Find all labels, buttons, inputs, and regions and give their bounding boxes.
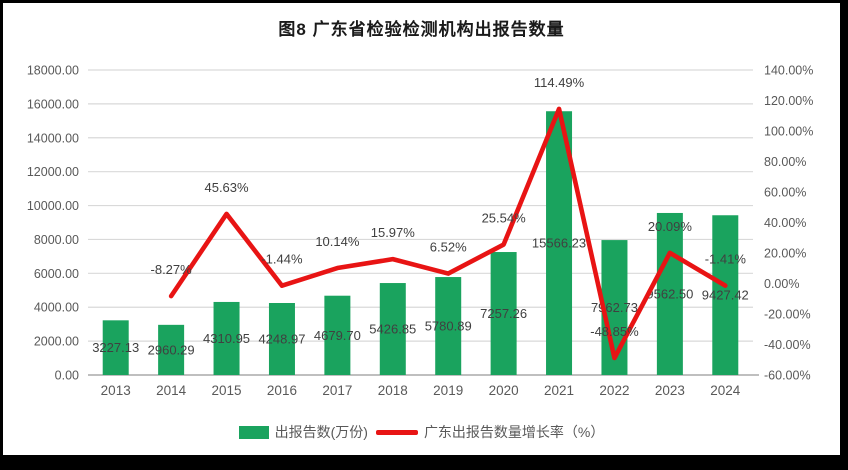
bar-value-label: 15566.23 <box>532 236 586 251</box>
bar-2024 <box>712 215 739 375</box>
bar-value-label: 9562.50 <box>646 286 693 301</box>
x-axis-year-label: 2024 <box>710 383 741 398</box>
x-axis-year-label: 2021 <box>544 383 574 398</box>
growth-rate-label: 114.49% <box>534 75 585 90</box>
x-axis-year-label: 2020 <box>489 383 519 398</box>
x-axis-year-label: 2017 <box>322 383 352 398</box>
growth-rate-label: -48.85% <box>590 324 639 339</box>
bar-2017 <box>324 295 351 375</box>
bar-value-label: 5426.85 <box>369 322 416 337</box>
growth-rate-label: 45.63% <box>204 180 249 195</box>
x-axis-year-label: 2018 <box>378 383 408 398</box>
line-series-swatch-icon <box>375 429 418 435</box>
left-axis-tick-label: 16000.00 <box>27 97 79 111</box>
bar-value-label: 2960.29 <box>148 342 195 357</box>
x-axis-year-label: 2015 <box>212 383 242 398</box>
bar-value-label: 3227.13 <box>92 340 139 355</box>
legend-bar-label: 出报告数(万份) <box>274 424 368 440</box>
bar-value-label: 7962.73 <box>591 300 638 315</box>
x-axis-year-label: 2019 <box>433 383 463 398</box>
right-axis-tick-label: 20.00% <box>764 247 806 261</box>
growth-rate-label: -8.27% <box>151 262 193 277</box>
right-axis-tick-label: 140.00% <box>764 64 813 78</box>
combo-chart: 0.00 2000.00 4000.00 6000.00 8000.00 10000.00… <box>27 64 814 399</box>
left-axis-tick-label: 0.00 <box>55 369 79 383</box>
bar-2015 <box>213 301 240 375</box>
right-axis-tick-label: -20.00% <box>764 308 811 322</box>
legend-item-bars: 出报告数(万份) <box>238 422 368 442</box>
bar-value-label: 4248.97 <box>258 332 305 347</box>
right-axis-tick-label: 80.00% <box>764 155 806 169</box>
bar-2023 <box>656 212 683 375</box>
growth-rate-label: -1.41% <box>705 252 747 267</box>
right-axis-tick-label: -60.00% <box>764 369 811 383</box>
right-axis-tick-label: 100.00% <box>764 125 813 139</box>
left-axis-tick-label: 18000.00 <box>27 64 79 78</box>
bar-2019 <box>435 277 462 375</box>
legend-line-label: 广东出报告数量增长率（%） <box>423 424 605 440</box>
bar-2020 <box>490 252 517 375</box>
left-axis-tick-label: 2000.00 <box>34 335 79 349</box>
growth-rate-label: 20.09% <box>648 219 693 234</box>
left-axis-tick-label: 4000.00 <box>34 301 79 315</box>
right-axis-tick-label: 120.00% <box>764 94 813 108</box>
growth-rate-label: -1.44% <box>261 252 303 267</box>
x-axis-year-label: 2023 <box>655 383 685 398</box>
bar-value-label: 4310.95 <box>203 331 250 346</box>
left-axis-tick-label: 12000.00 <box>27 165 79 179</box>
left-axis-tick-label: 8000.00 <box>34 233 79 247</box>
x-axis-year-label: 2016 <box>267 383 297 398</box>
right-axis-tick-label: 60.00% <box>764 186 806 200</box>
growth-rate-label: 10.14% <box>315 234 360 249</box>
growth-rate-line <box>168 106 728 361</box>
chart-title: 图8 广东省检验检测机构出报告数量 <box>278 20 565 39</box>
chart-page: 图8 广东省检验检测机构出报告数量 0.00 2000.00 4000.00 6000… <box>3 3 840 455</box>
growth-rate-label: 15.97% <box>371 225 416 240</box>
legend-item-line: 广东出报告数量增长率（%） <box>375 422 605 442</box>
bar-2018 <box>379 283 406 375</box>
bar-2016 <box>268 303 295 375</box>
growth-rate-label: 6.52% <box>430 240 467 255</box>
left-axis-tick-label: 6000.00 <box>34 267 79 281</box>
x-axis-year-label: 2014 <box>156 383 187 398</box>
right-axis-tick-label: 40.00% <box>764 216 806 230</box>
x-axis-year-label: 2022 <box>599 383 629 398</box>
bar-2014 <box>158 324 185 375</box>
right-axis-tick-label: -40.00% <box>764 338 811 352</box>
bar-value-label: 5780.89 <box>425 319 472 334</box>
bar-value-label: 7257.26 <box>480 306 527 321</box>
chart-legend: 出报告数(万份) 广东出报告数量增长率（%） <box>3 422 840 442</box>
left-axis-tick-label: 14000.00 <box>27 131 79 145</box>
left-axis-tick-label: 10000.00 <box>27 199 79 213</box>
bar-value-label: 9427.42 <box>702 288 749 303</box>
bar-2013 <box>102 320 129 375</box>
right-axis-tick-label: 0.00% <box>764 277 799 291</box>
bar-value-label: 4679.70 <box>314 328 361 343</box>
bar-series-swatch-icon <box>238 425 269 439</box>
growth-rate-label: 25.54% <box>482 211 527 226</box>
x-axis-year-label: 2013 <box>101 383 131 398</box>
